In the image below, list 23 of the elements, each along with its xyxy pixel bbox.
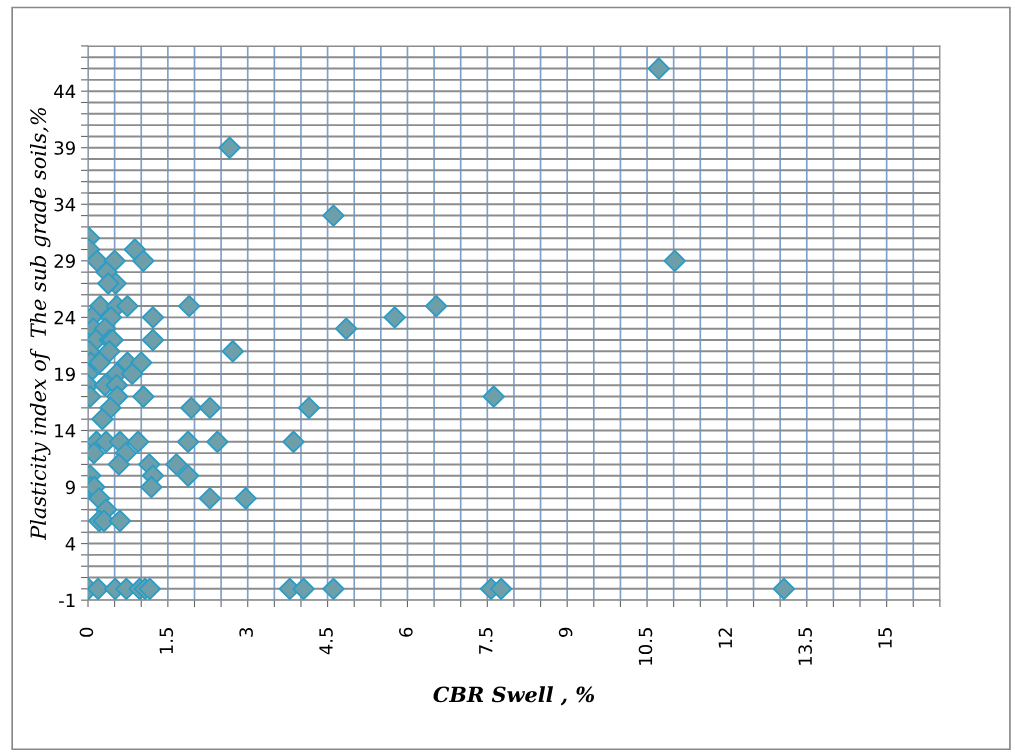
y-tick-label: 34 [54, 197, 76, 212]
x-tick-label: 7.5 [479, 628, 493, 654]
x-tick-label: 4.5 [319, 628, 333, 655]
x-tick-label: 3 [239, 627, 253, 637]
x-tick-label: 15 [878, 628, 892, 648]
x-tick-label: 9 [558, 627, 573, 637]
y-tick-label: 39 [54, 141, 75, 155]
x-tick-label: 13.5 [798, 628, 813, 665]
y-tick-label: 44 [54, 84, 76, 99]
y-tick-label: 24 [54, 310, 76, 325]
y-tick-label: 9 [65, 480, 75, 495]
x-axis-title: CBR Swell , % [433, 686, 595, 706]
y-tick-label: 4 [65, 537, 76, 551]
y-tick-label: 29 [54, 254, 75, 268]
x-tick-label: 1.5 [159, 628, 174, 654]
x-tick-label: 6 [399, 627, 413, 637]
y-tick-label: -1 [59, 593, 75, 607]
x-tick-label: 12 [718, 628, 732, 648]
x-tick-label: 10.5 [638, 628, 653, 665]
x-tick-label: 0 [79, 627, 94, 637]
y-tick-label: 19 [55, 367, 75, 382]
y-tick-label: 14 [55, 424, 76, 438]
y-axis-title: Plasticity index of The sub grade soils,% [29, 108, 51, 541]
